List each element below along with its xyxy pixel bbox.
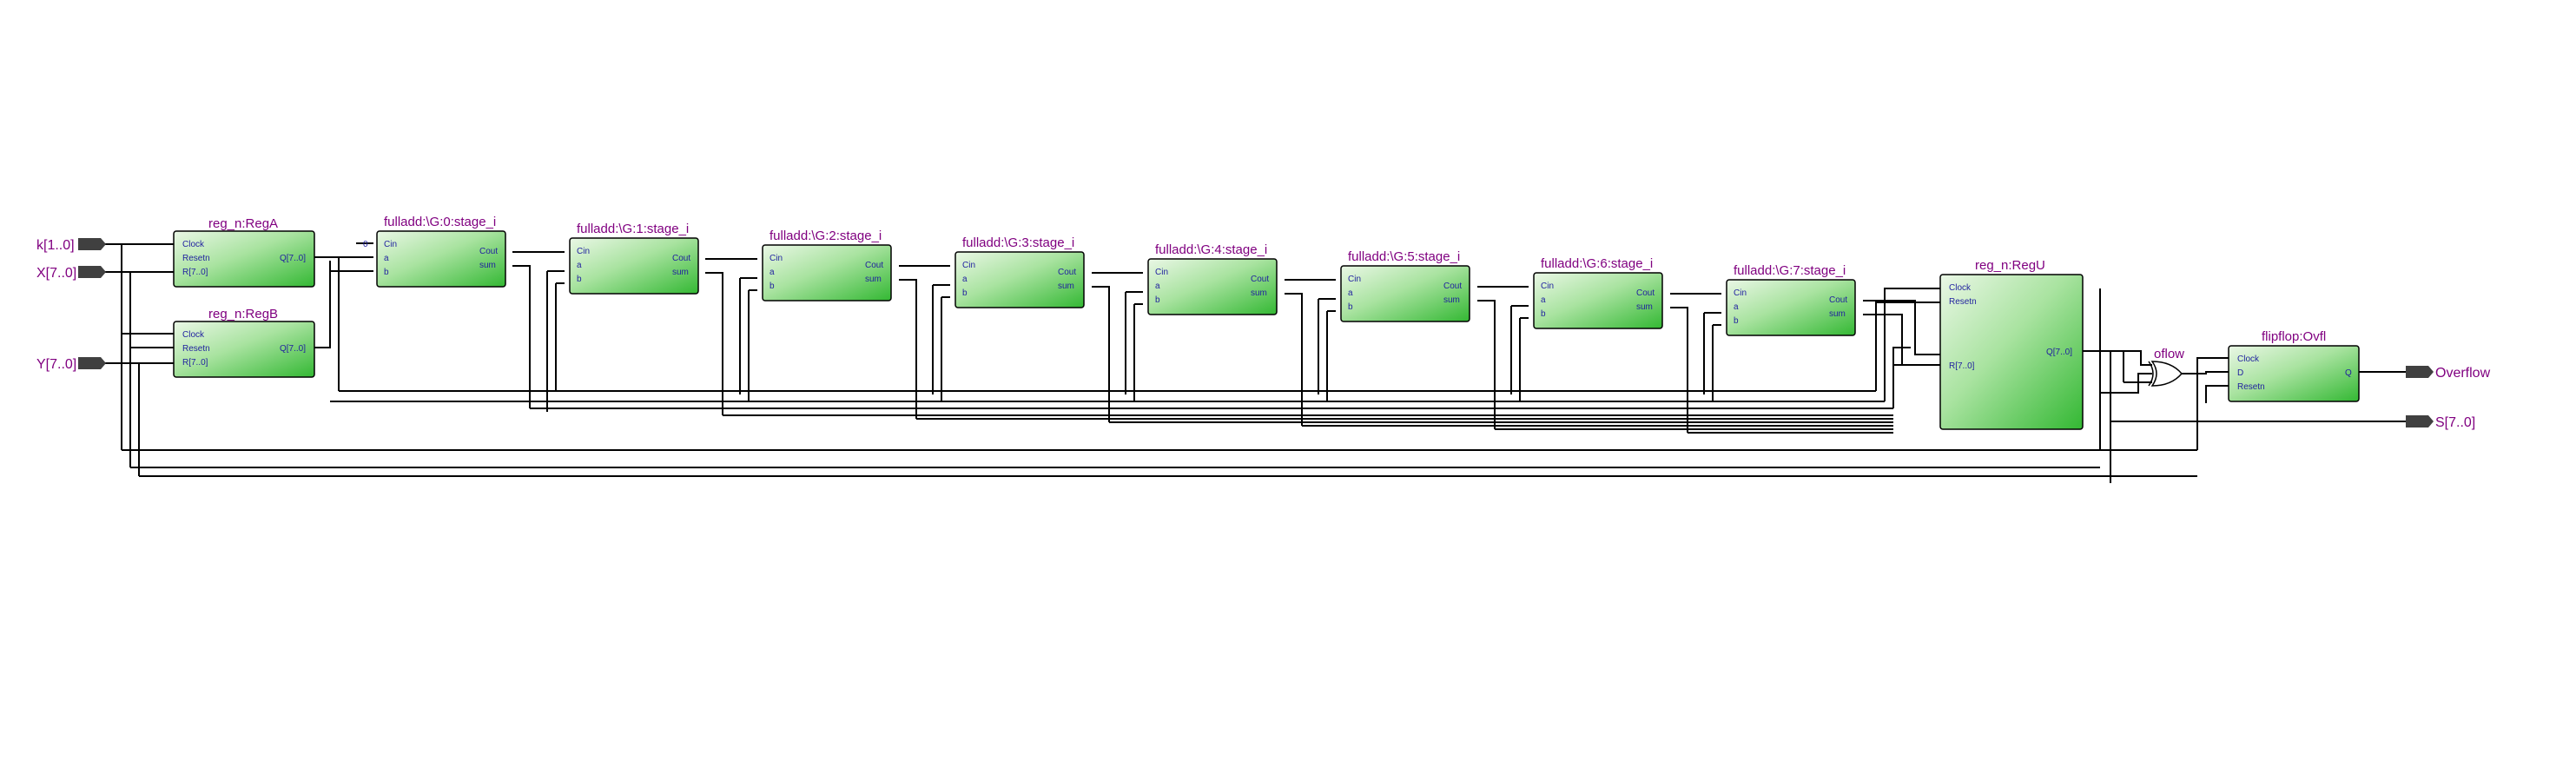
stage-7-port-cout: Cout [1829,295,1847,305]
stage-0-port-cout: Cout [479,247,498,256]
stage-0-port-sum: sum [479,261,496,270]
stage-5-port-cin: Cin [1348,275,1361,284]
stage-1-port-cin: Cin [577,247,590,256]
carry-in-constant: 0 [363,240,368,249]
stage-5-port-a: a [1348,288,1353,298]
stage-6-port-cin: Cin [1541,282,1554,291]
oflow-label: oflow [2154,347,2184,361]
stage-3-port-cin: Cin [962,261,975,270]
stage-5-title: fulladd:\G:5:stage_i [1348,249,1460,264]
stage-2-port-a: a [769,268,775,277]
stage-4-block: fulladd:\G:4:stage_i Cin a b Cout sum [1147,242,1278,315]
reg-u-port-r: R[7..0] [1949,361,1975,371]
stage-6-title: fulladd:\G:6:stage_i [1541,256,1653,271]
input-label-k: k[1..0] [36,238,75,253]
output-pin-overflow: Overflow [2406,366,2491,381]
stage-5-port-sum: sum [1443,295,1460,305]
reg-u-port-clock: Clock [1949,283,1972,293]
reg-a-port-r: R[7..0] [182,268,208,277]
reg-b-port-q: Q[7..0] [280,344,306,354]
wires [104,242,2406,483]
stage-5-port-cout: Cout [1443,282,1462,291]
reg-a-port-resetn: Resetn [182,254,210,263]
stage-1-title: fulladd:\G:1:stage_i [577,222,689,236]
stage-4-port-sum: sum [1251,288,1267,298]
reg-u-block: reg_n:RegU Clock Resetn R[7..0] Q[7..0] [1939,258,2084,430]
reg-b-block: reg_n:RegB Clock Resetn R[7..0] Q[7..0] [173,307,315,378]
stage-0-port-b: b [384,268,389,277]
input-pin-y: Y[7..0] [36,357,106,372]
reg-u-port-q: Q[7..0] [2046,348,2072,357]
reg-u-title: reg_n:RegU [1975,258,2045,273]
stage-5-port-b: b [1348,302,1353,312]
output-label-sum: S[7..0] [2435,415,2475,430]
stage-6-port-sum: sum [1636,302,1653,312]
stage-7-block: fulladd:\G:7:stage_i Cin a b Cout sum [1726,263,1856,336]
stage-4-port-a: a [1155,282,1160,291]
flipflop-port-clock: Clock [2237,355,2260,364]
stage-2-block: fulladd:\G:2:stage_i Cin a b Cout sum [762,229,892,302]
stage-0-title: fulladd:\G:0:stage_i [384,215,496,229]
reg-a-port-q: Q[7..0] [280,254,306,263]
stage-6-block: fulladd:\G:6:stage_i Cin a b Cout sum [1533,256,1663,329]
stage-4-port-cout: Cout [1251,275,1269,284]
stage-0-block: fulladd:\G:0:stage_i Cin a b Cout sum [376,215,506,288]
stage-4-title: fulladd:\G:4:stage_i [1155,242,1267,257]
stage-1-block: fulladd:\G:1:stage_i Cin a b Cout sum [569,222,699,295]
flipflop-port-q: Q [2345,368,2352,378]
stage-1-port-b: b [577,275,582,284]
input-pin-x: X[7..0] [36,266,106,281]
stage-6-port-a: a [1541,295,1546,305]
input-pin-k: k[1..0] [36,238,106,253]
reg-b-port-resetn: Resetn [182,344,210,354]
output-label-overflow: Overflow [2435,366,2491,381]
stage-3-port-sum: sum [1058,282,1074,291]
reg-b-port-clock: Clock [182,330,205,340]
stage-7-port-b: b [1734,316,1739,326]
flipflop-port-d: D [2237,368,2243,378]
reg-a-block: reg_n:RegA Clock Resetn R[7..0] Q[7..0] [173,216,315,288]
stage-2-title: fulladd:\G:2:stage_i [769,229,882,243]
stage-5-block: fulladd:\G:5:stage_i Cin a b Cout sum [1340,249,1470,322]
stage-7-port-a: a [1734,302,1739,312]
stage-2-port-cout: Cout [865,261,883,270]
reg-a-title: reg_n:RegA [208,216,278,231]
stage-2-port-b: b [769,282,775,291]
stage-7-title: fulladd:\G:7:stage_i [1734,263,1846,278]
stage-3-title: fulladd:\G:3:stage_i [962,235,1074,250]
stage-2-port-cin: Cin [769,254,783,263]
output-pin-sum: S[7..0] [2406,415,2475,430]
stage-4-port-cin: Cin [1155,268,1168,277]
stage-7-port-cin: Cin [1734,288,1747,298]
reg-u-port-resetn: Resetn [1949,297,1977,307]
reg-a-port-clock: Clock [182,240,205,249]
flipflop-title: flipflop:Ovfl [2262,329,2326,344]
reg-b-title: reg_n:RegB [208,307,278,321]
stage-1-port-cout: Cout [672,254,690,263]
stage-3-port-cout: Cout [1058,268,1076,277]
input-label-y: Y[7..0] [36,357,76,372]
stage-3-block: fulladd:\G:3:stage_i Cin a b Cout sum [954,235,1085,308]
stage-7-port-sum: sum [1829,309,1846,319]
stage-6-port-b: b [1541,309,1546,319]
flipflop-port-resetn: Resetn [2237,382,2265,392]
reg-b-port-r: R[7..0] [182,358,208,368]
stage-3-port-a: a [962,275,968,284]
stage-6-port-cout: Cout [1636,288,1655,298]
stage-0-port-a: a [384,254,389,263]
stage-1-port-sum: sum [672,268,689,277]
oflow-xor-gate: oflow [2148,347,2184,387]
stage-2-port-sum: sum [865,275,882,284]
stage-4-port-b: b [1155,295,1160,305]
stage-3-port-b: b [962,288,968,298]
stage-0-port-cin: Cin [384,240,397,249]
flipflop-block: flipflop:Ovfl Clock D Resetn Q [2228,329,2360,402]
stage-1-port-a: a [577,261,582,270]
input-label-x: X[7..0] [36,266,76,281]
